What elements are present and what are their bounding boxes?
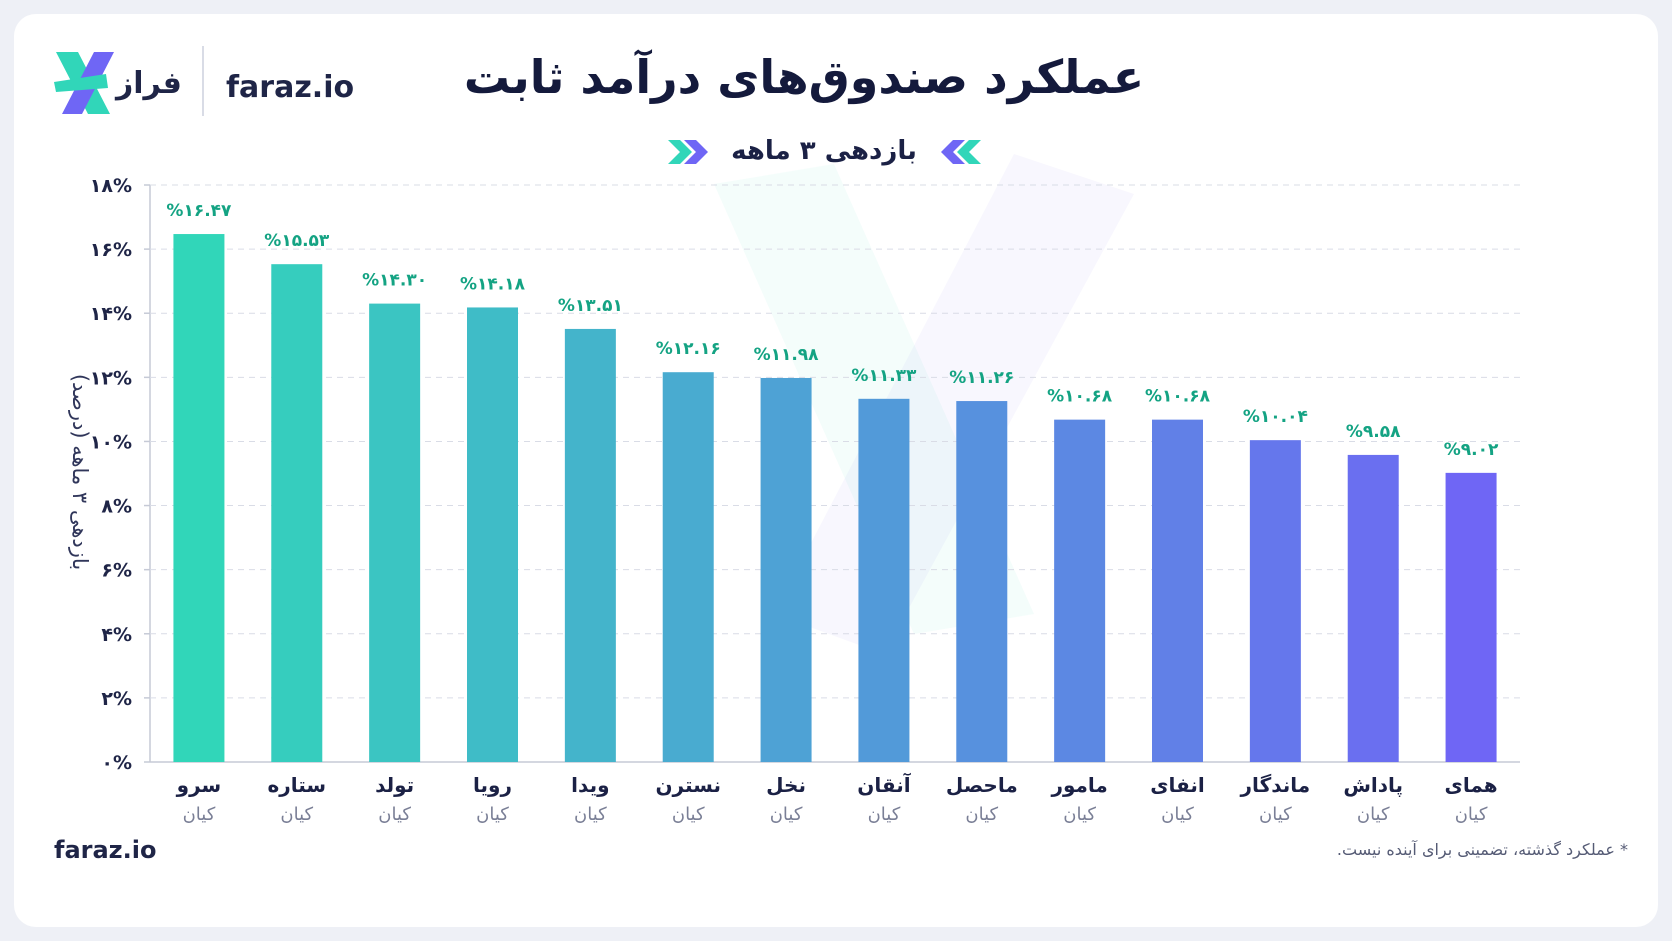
bar (760, 377, 812, 762)
bar (662, 372, 714, 762)
category-sub-label: کیان (1161, 804, 1194, 825)
bar (1152, 419, 1203, 762)
category-sub-label: کیان (1259, 804, 1292, 825)
category-label: ماندگار (1240, 773, 1311, 797)
header-divider (202, 46, 204, 116)
data-label: %۱۰.۰۴ (1243, 407, 1308, 427)
data-label: %۱۴.۱۸ (460, 274, 526, 294)
y-tick-label: ۱۲% (90, 367, 132, 389)
site-link-top[interactable]: faraz.io (226, 70, 355, 105)
data-label: %۱۰.۶۸ (1145, 387, 1211, 407)
data-label: %۱۱.۲۶ (949, 368, 1014, 388)
category-label: سرو (176, 773, 222, 797)
y-tick-label: ۴% (101, 624, 132, 646)
data-label: %۱۱.۹۸ (754, 345, 820, 365)
category-sub-label: کیان (378, 804, 411, 825)
subtitle-group: بازدهی ۳ ماهه (654, 130, 994, 174)
category-sub-label: کیان (965, 804, 998, 825)
bar (467, 307, 518, 762)
category-label: رویا (473, 773, 512, 797)
category-label: ماحصل (946, 773, 1018, 797)
bar (1054, 419, 1106, 762)
bar (1249, 440, 1301, 762)
data-label: %۱۵.۵۳ (264, 231, 330, 251)
y-tick-label: ۱۶% (90, 239, 132, 261)
category-sub-label: کیان (770, 804, 803, 825)
y-tick-label: ۱۴% (90, 303, 132, 325)
data-label: %۱۳.۵۱ (558, 296, 623, 316)
category-sub-label: کیان (1357, 804, 1390, 825)
bar (369, 303, 421, 762)
category-sub-label: کیان (476, 804, 509, 825)
category-label: انفای (1150, 773, 1205, 797)
data-label: %۱۲.۱۶ (656, 339, 721, 359)
page-title: عملکرد صندوق‌های درآمد ثابت (463, 50, 1145, 104)
disclaimer-note: * عملکرد گذشته، تضمینی برای آینده نیست. (1336, 840, 1628, 859)
data-label: %۹.۰۲ (1444, 440, 1499, 460)
chevron-left-icon (941, 140, 981, 164)
y-tick-label: ۶% (101, 560, 132, 582)
category-sub-label: کیان (868, 804, 901, 825)
category-sub-label: کیان (574, 804, 607, 825)
category-sub-label: کیان (1063, 804, 1096, 825)
bar (1445, 472, 1497, 762)
y-tick-label: ۲% (101, 688, 132, 710)
y-tick-label: ۱۰% (90, 431, 132, 453)
brand-name: فراز (116, 66, 182, 101)
bar (271, 264, 323, 762)
chevron-right-icon (668, 140, 708, 164)
bar-chart: ۰% ۲% ۴% ۶% ۸% ۱۰% ۱۲% ۱۴% ۱۶% ۱۸% %۱۶.۴۷ سرو کیان%… (90, 175, 1520, 825)
category-label: تولد (375, 773, 414, 797)
chart-card: فراز faraz.io عملکرد صندوق‌های درآمد ثاب… (14, 14, 1658, 927)
bar (1347, 454, 1399, 762)
bar (956, 401, 1008, 762)
bar (564, 328, 616, 762)
category-label: نخل (766, 773, 806, 797)
category-sub-label: کیان (1455, 804, 1488, 825)
bar (858, 398, 910, 762)
category-sub-label: کیان (183, 804, 216, 825)
data-label: %۱۴.۳۰ (362, 271, 427, 291)
category-label: ستاره (267, 773, 326, 797)
data-label: %۱۱.۳۳ (851, 366, 917, 386)
category-label: آنقان (857, 772, 911, 797)
data-label: %۹.۵۸ (1346, 422, 1401, 442)
category-label: نسترن (655, 773, 721, 797)
category-label: مامور (1050, 773, 1107, 797)
category-sub-label: کیان (672, 804, 705, 825)
category-sub-label: کیان (280, 804, 313, 825)
faraz-logo-icon (54, 52, 114, 114)
y-tick-label: ۱۸% (90, 175, 132, 197)
category-label: پاداش (1343, 773, 1403, 798)
bar (173, 234, 225, 763)
site-link-bottom[interactable]: faraz.io (54, 836, 157, 864)
data-label: %۱۶.۴۷ (166, 201, 232, 221)
category-label: ویدا (571, 773, 609, 797)
y-tick-label: ۸% (101, 496, 132, 518)
y-tick-label: ۰% (101, 752, 132, 774)
data-label: %۱۰.۶۸ (1047, 387, 1113, 407)
chart-subtitle: بازدهی ۳ ماهه (731, 136, 917, 166)
category-label: همای (1445, 773, 1498, 797)
